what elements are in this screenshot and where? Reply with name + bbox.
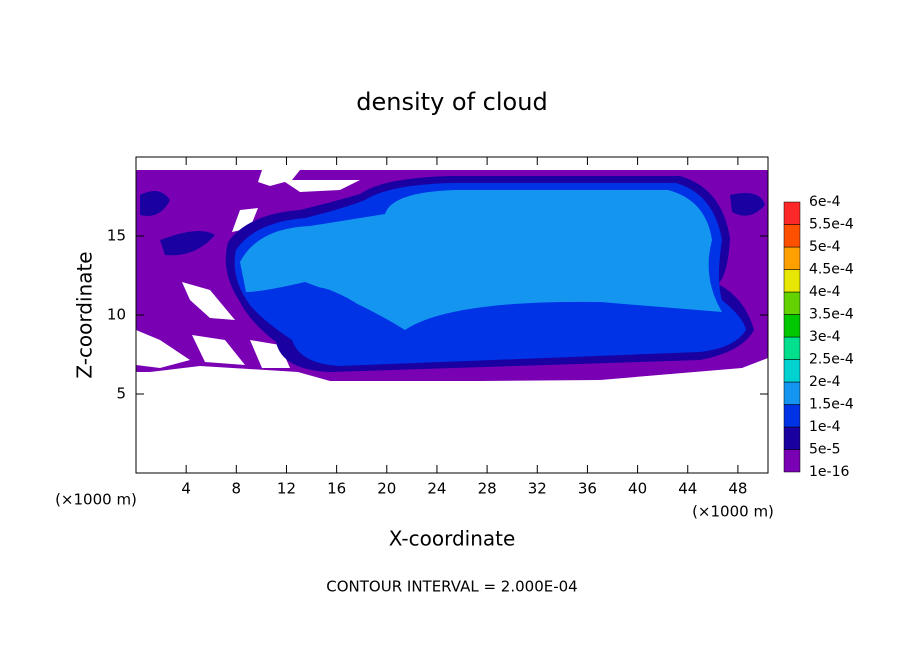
colorbar-box: [783, 269, 801, 293]
colorbar-label: 5e-5: [809, 442, 840, 458]
colorbar-box: [783, 314, 801, 338]
y-tick-label: 10: [107, 306, 126, 324]
colorbar-label: 2e-4: [809, 374, 841, 390]
x-tick-label: 16: [327, 480, 346, 498]
colorbar-box: [783, 291, 801, 315]
colorbar-box: [783, 336, 801, 360]
colorbar-box: [783, 224, 801, 248]
x-unit-label: (×1000 m): [55, 491, 137, 509]
x-tick-label: 48: [728, 480, 747, 498]
colorbar-label: 4.5e-4: [809, 262, 854, 278]
colorbar-label: 1.5e-4: [809, 397, 854, 413]
colorbar-box: [783, 381, 801, 405]
colorbar-label: 1e-4: [809, 419, 841, 435]
y-tick-label: 15: [107, 227, 126, 245]
x-tick-label: 24: [427, 480, 446, 498]
x-tick-label: 40: [628, 480, 647, 498]
colorbar-box: [783, 359, 801, 383]
y-tick-label: 5: [116, 385, 126, 403]
x-tick-label: 12: [277, 480, 296, 498]
colorbar-label: 3e-4: [809, 329, 841, 345]
colorbar-label: 2.5e-4: [809, 352, 854, 368]
colorbar-box: [783, 404, 801, 428]
x-tick-label: 20: [377, 480, 396, 498]
colorbar-label: 5.5e-4: [809, 217, 854, 233]
colorbar-label: 3.5e-4: [809, 307, 854, 323]
x-tick-label: 44: [678, 480, 697, 498]
x-tick-label: 32: [528, 480, 547, 498]
y-axis-label: Z-coordinate: [73, 251, 97, 378]
contour-field: [136, 170, 768, 381]
chart-title: density of cloud: [356, 88, 547, 116]
colorbar-box: [783, 426, 801, 450]
x-tick-label: 28: [478, 480, 497, 498]
x-axis-label: X-coordinate: [389, 527, 516, 551]
contour-region: [240, 190, 722, 330]
x-unit-label: (×1000 m): [692, 503, 774, 521]
colorbar-label: 5e-4: [809, 239, 841, 255]
colorbar-label: 4e-4: [809, 284, 841, 300]
colorbar: 1e-16 5e-5 1e-4 1.5e-4 2e-4 2.5e-4 3e-4 3.5e-4 4…: [783, 194, 854, 480]
footer-note: CONTOUR INTERVAL = 2.000E-04: [326, 578, 577, 596]
colorbar-label: 1e-16: [809, 464, 849, 480]
colorbar-box: [783, 246, 801, 270]
x-tick-label: 8: [232, 480, 242, 498]
contour-region: [280, 286, 390, 350]
x-tick-label: 36: [578, 480, 597, 498]
colorbar-label: 6e-4: [809, 194, 841, 210]
x-tick-label: 4: [181, 480, 191, 498]
colorbar-box: [783, 449, 801, 473]
colorbar-box: [783, 201, 801, 225]
